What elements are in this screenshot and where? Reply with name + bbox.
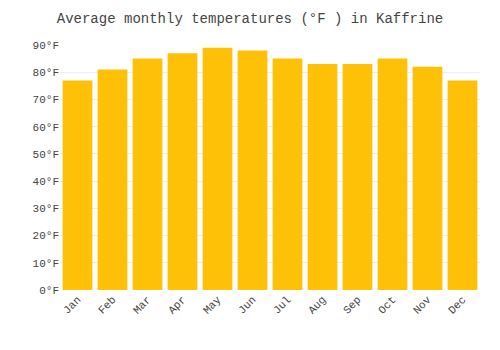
svg-text:Oct: Oct xyxy=(376,294,398,316)
svg-text:Feb: Feb xyxy=(96,294,118,316)
svg-text:May: May xyxy=(201,294,224,317)
svg-text:Aug: Aug xyxy=(306,294,328,316)
svg-text:Average monthly temperatures (: Average monthly temperatures (°F ) in Ka… xyxy=(57,11,443,27)
svg-text:80°F: 80°F xyxy=(33,67,59,79)
svg-text:Nov: Nov xyxy=(411,294,434,317)
svg-text:10°F: 10°F xyxy=(33,258,59,270)
svg-text:90°F: 90°F xyxy=(33,40,59,52)
svg-text:50°F: 50°F xyxy=(33,149,59,161)
svg-text:20°F: 20°F xyxy=(33,230,59,242)
svg-text:Jul: Jul xyxy=(271,294,293,316)
svg-text:30°F: 30°F xyxy=(33,203,59,215)
svg-text:Mar: Mar xyxy=(131,294,153,316)
svg-text:Dec: Dec xyxy=(446,294,468,316)
svg-text:Sep: Sep xyxy=(341,294,363,316)
svg-text:Jan: Jan xyxy=(61,294,83,316)
svg-text:Jun: Jun xyxy=(236,294,258,316)
svg-text:Apr: Apr xyxy=(166,294,188,316)
svg-text:40°F: 40°F xyxy=(33,176,59,188)
svg-text:60°F: 60°F xyxy=(33,122,59,134)
svg-text:0°F: 0°F xyxy=(39,285,59,297)
svg-text:70°F: 70°F xyxy=(33,94,59,106)
